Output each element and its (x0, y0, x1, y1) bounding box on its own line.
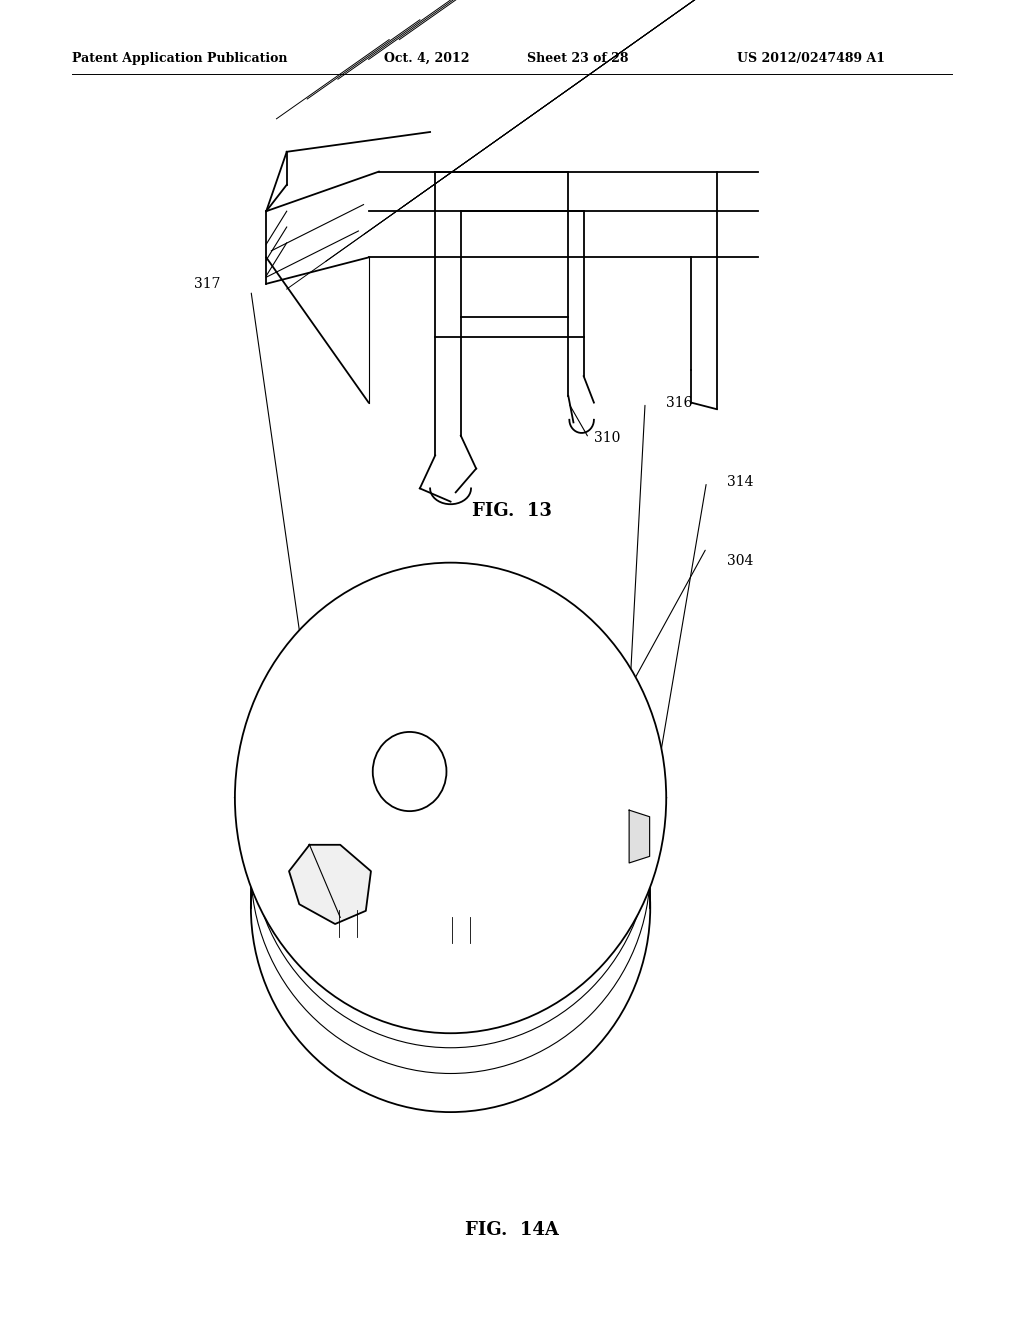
Text: 317: 317 (194, 277, 220, 290)
Text: 304: 304 (727, 554, 754, 568)
Ellipse shape (251, 618, 650, 1027)
Text: 316: 316 (666, 396, 692, 409)
Ellipse shape (234, 562, 667, 1034)
Polygon shape (289, 845, 371, 924)
FancyBboxPatch shape (330, 911, 367, 937)
Text: Sheet 23 of 28: Sheet 23 of 28 (527, 51, 629, 65)
Ellipse shape (373, 731, 446, 810)
Text: FIG.  13: FIG. 13 (472, 502, 552, 520)
Text: Oct. 4, 2012: Oct. 4, 2012 (384, 51, 469, 65)
Text: US 2012/0247489 A1: US 2012/0247489 A1 (737, 51, 886, 65)
Text: FIG.  14A: FIG. 14A (465, 1221, 559, 1239)
Text: Patent Application Publication: Patent Application Publication (72, 51, 287, 65)
Polygon shape (629, 810, 649, 863)
Ellipse shape (251, 702, 650, 1111)
Text: 310: 310 (594, 432, 621, 445)
FancyBboxPatch shape (442, 916, 479, 942)
Text: 314: 314 (727, 475, 754, 488)
